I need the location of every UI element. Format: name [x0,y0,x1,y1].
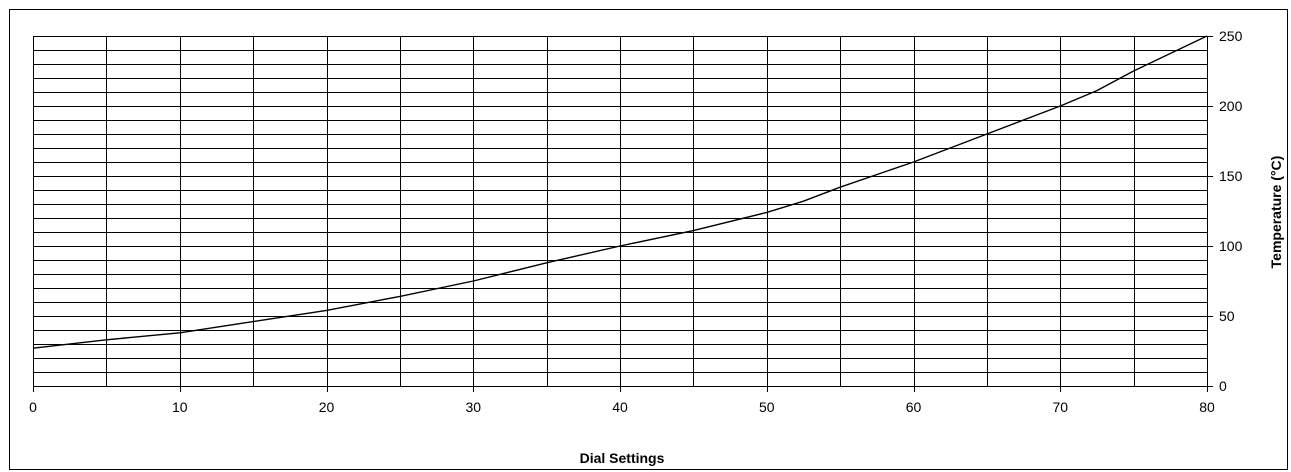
x-tick-label: 20 [319,399,335,415]
x-tick-label: 60 [906,399,922,415]
x-tick-label: 0 [29,399,37,415]
x-tick-label: 40 [612,399,628,415]
y-tick-label: 150 [1219,168,1243,184]
x-tick-label: 30 [465,399,481,415]
y-axis-title: Temperature (°C) [1268,156,1284,269]
x-tick-label: 80 [1199,399,1215,415]
line-layer [32,35,1208,349]
grid-layer [33,36,1208,387]
x-tick-label: 10 [172,399,188,415]
x-tick-label: 70 [1052,399,1068,415]
series-line [32,35,1208,349]
y-tick-label: 0 [1219,378,1227,394]
x-axis-title: Dial Settings [580,450,665,466]
x-tick-label: 50 [759,399,775,415]
y-tick-label: 200 [1219,98,1243,114]
y-tick-label: 50 [1219,308,1235,324]
y-tick-label: 100 [1219,238,1243,254]
axis-layer [33,36,1213,392]
y-tick-label: 250 [1219,28,1243,44]
